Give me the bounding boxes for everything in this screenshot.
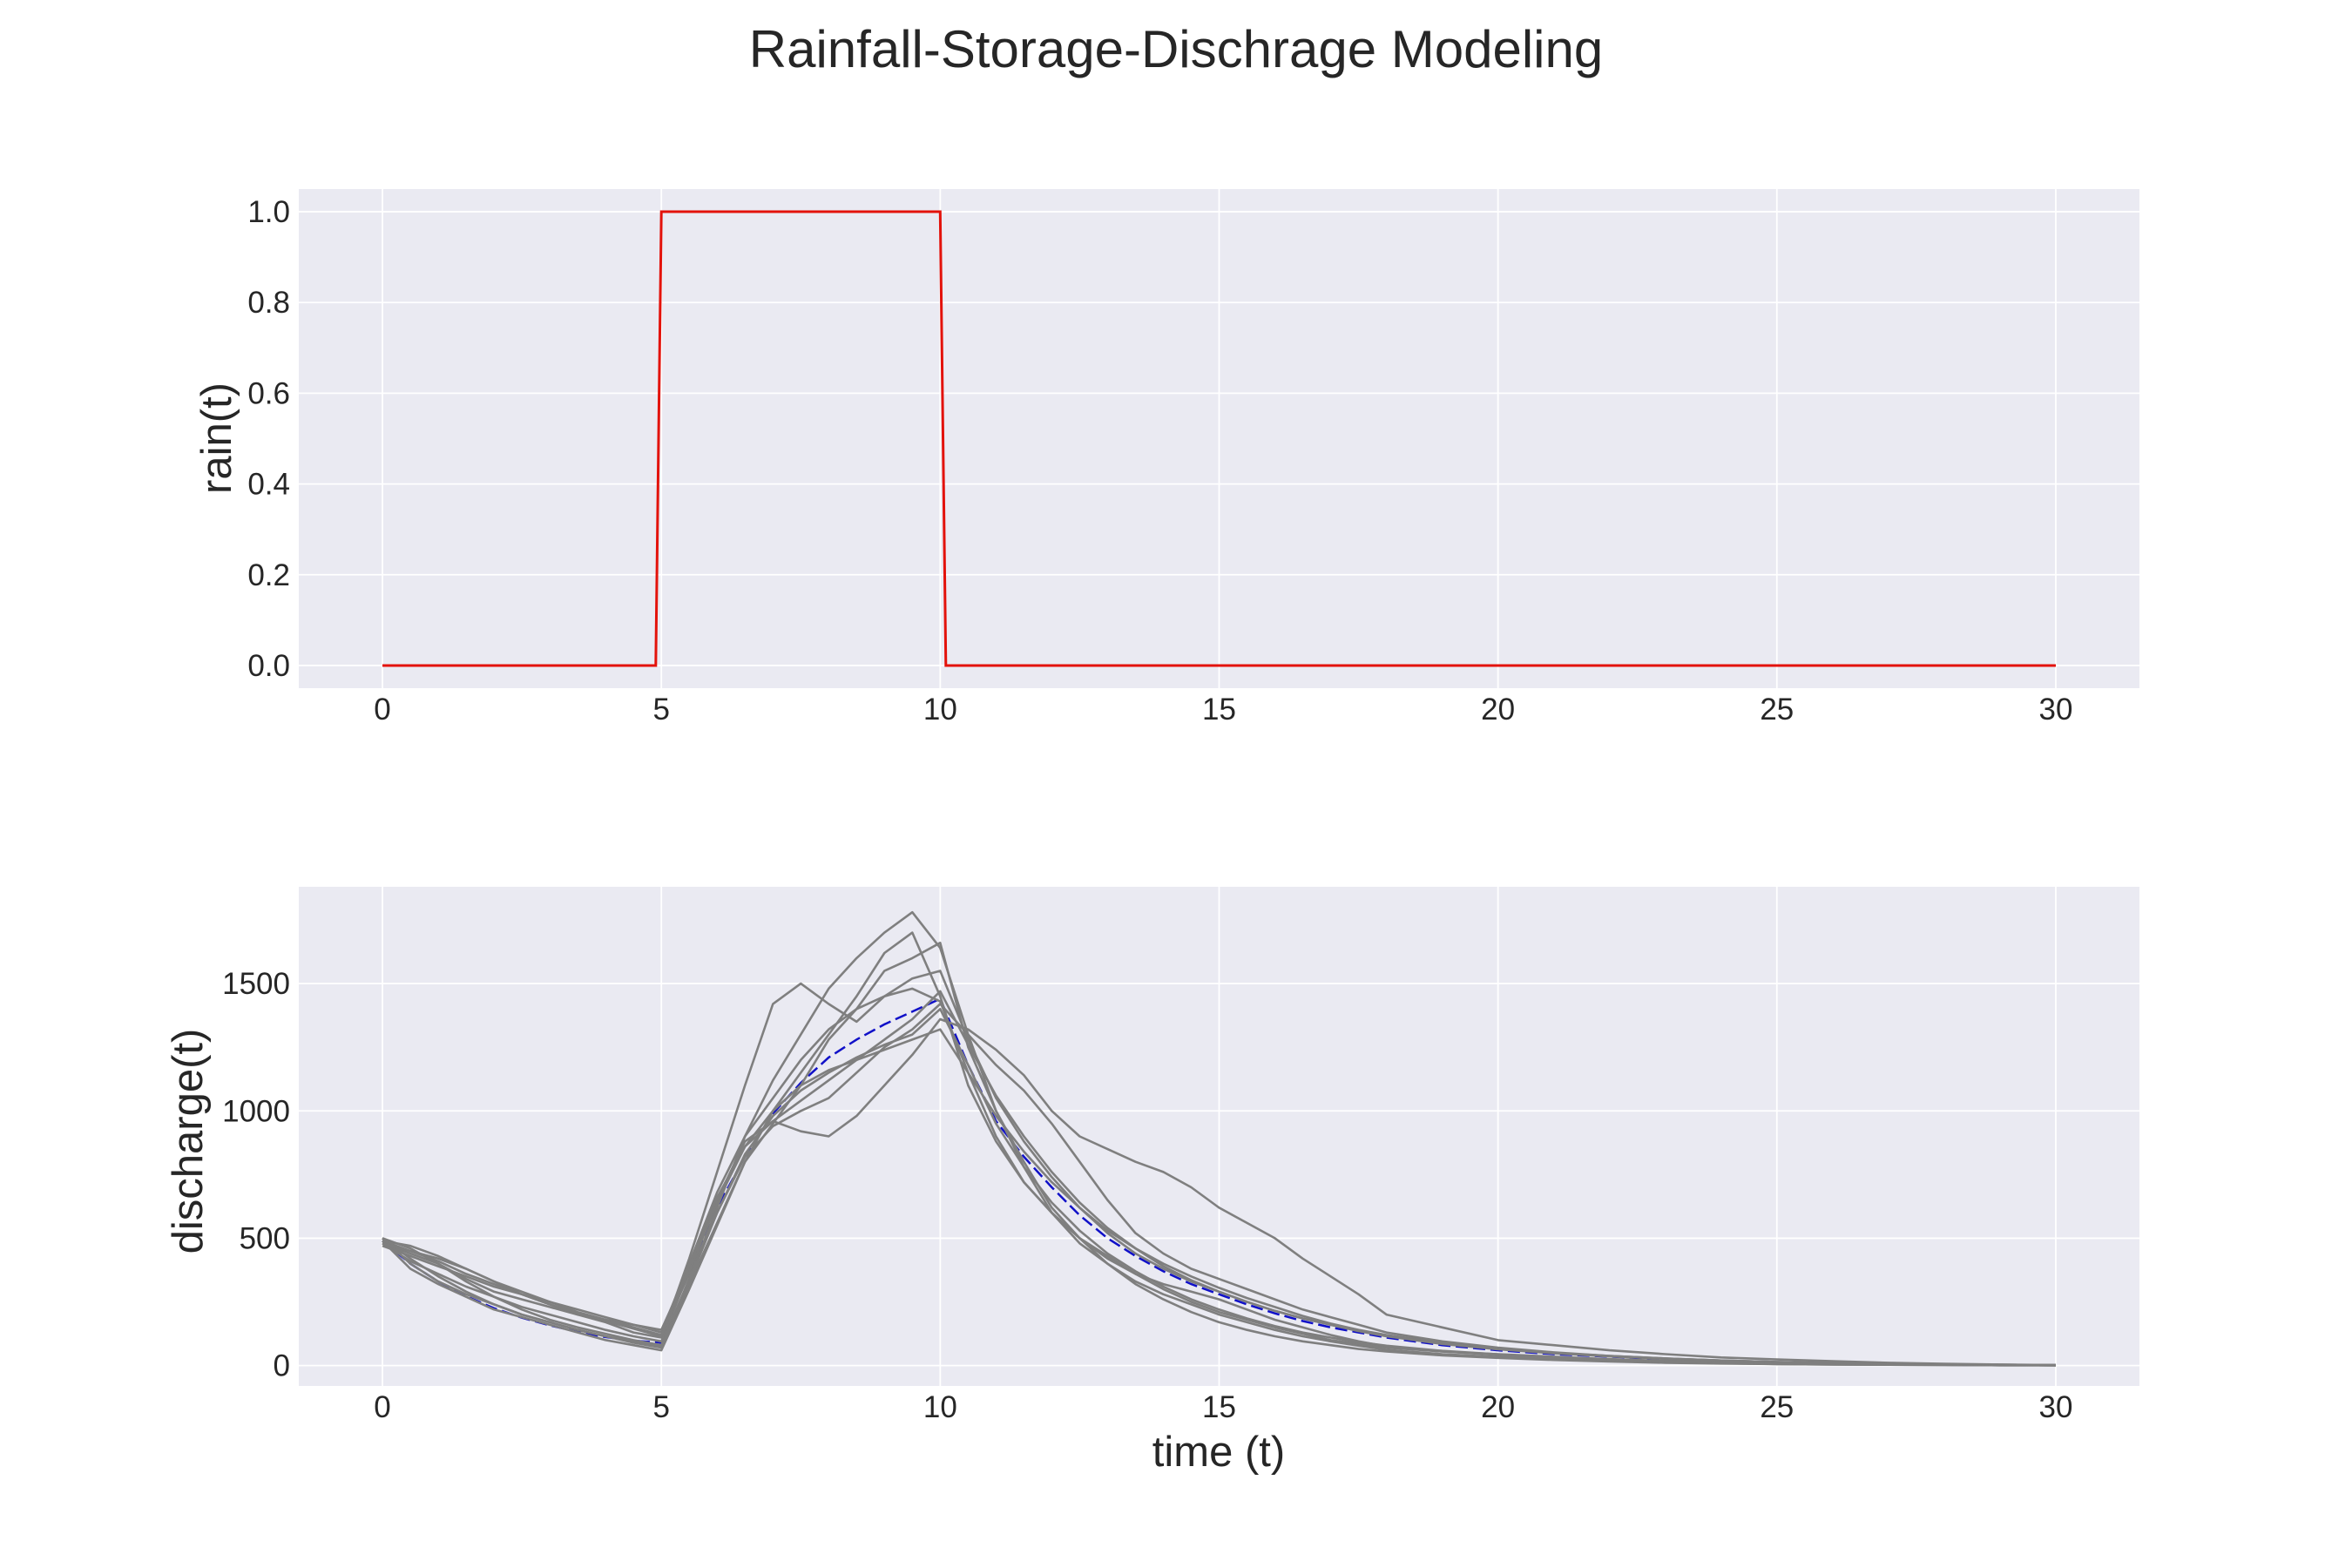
rain-y-tick-label: 0.8 bbox=[247, 286, 290, 320]
discharge-y-axis-label: discharge(t) bbox=[165, 1029, 212, 1254]
discharge-x-tick-label: 5 bbox=[652, 1390, 669, 1424]
rain-x-tick-label: 25 bbox=[1760, 693, 1794, 727]
discharge-x-tick-label: 20 bbox=[1481, 1390, 1515, 1424]
discharge-y-tick-labels: 0 500 1000 1500 bbox=[222, 967, 290, 1383]
discharge-y-tick-label: 0 bbox=[274, 1349, 290, 1383]
discharge-realization-line-10 bbox=[382, 990, 2057, 1367]
rain-x-tick-label: 15 bbox=[1202, 693, 1236, 727]
discharge-x-tick-label: 0 bbox=[374, 1390, 390, 1424]
discharge-grid bbox=[299, 887, 2139, 1386]
rain-x-tick-label: 20 bbox=[1481, 693, 1515, 727]
discharge-x-tick-label: 10 bbox=[923, 1390, 957, 1424]
rain-series-line bbox=[382, 210, 2056, 667]
rain-y-tick-labels: 0.0 0.2 0.4 0.6 0.8 1.0 bbox=[247, 195, 290, 683]
discharge-panel: 0 5 10 15 20 25 30 0 500 1000 1500 discharge(t) t… bbox=[165, 887, 2139, 1476]
discharge-x-tick-label: 25 bbox=[1760, 1390, 1794, 1424]
rain-lines bbox=[382, 210, 2056, 667]
rain-panel: 0 5 10 15 20 25 30 0.0 0.2 0.4 0.6 0.8 1.0 rain(t) bbox=[193, 189, 2139, 727]
rain-y-tick-label: 0.0 bbox=[247, 649, 290, 683]
discharge-x-tick-label: 30 bbox=[2038, 1390, 2072, 1424]
figure-title: Rainfall-Storage-Dischrage Modeling bbox=[749, 20, 1603, 78]
discharge-x-axis-label: time (t) bbox=[1152, 1429, 1285, 1476]
rain-x-tick-label: 30 bbox=[2038, 693, 2072, 727]
discharge-realization-line-9 bbox=[382, 1008, 2057, 1367]
discharge-x-tick-labels: 0 5 10 15 20 25 30 bbox=[374, 1390, 2072, 1424]
discharge-realization-line-6 bbox=[382, 910, 2056, 1367]
rain-x-tick-label: 0 bbox=[374, 693, 390, 727]
rain-x-tick-labels: 0 5 10 15 20 25 30 bbox=[374, 693, 2072, 727]
rain-x-tick-label: 10 bbox=[923, 693, 957, 727]
discharge-y-tick-label: 1500 bbox=[222, 967, 290, 1001]
discharge-y-tick-label: 1000 bbox=[222, 1094, 290, 1128]
discharge-y-tick-label: 500 bbox=[240, 1221, 290, 1255]
rain-y-tick-label: 0.4 bbox=[247, 468, 290, 502]
discharge-x-tick-label: 15 bbox=[1202, 1390, 1236, 1424]
rain-y-tick-label: 0.6 bbox=[247, 376, 290, 410]
rain-y-tick-label: 1.0 bbox=[247, 195, 290, 229]
rain-y-tick-label: 0.2 bbox=[247, 558, 290, 592]
discharge-lines bbox=[382, 910, 2057, 1367]
rain-y-axis-label: rain(t) bbox=[193, 382, 240, 494]
rain-x-tick-label: 5 bbox=[652, 693, 669, 727]
